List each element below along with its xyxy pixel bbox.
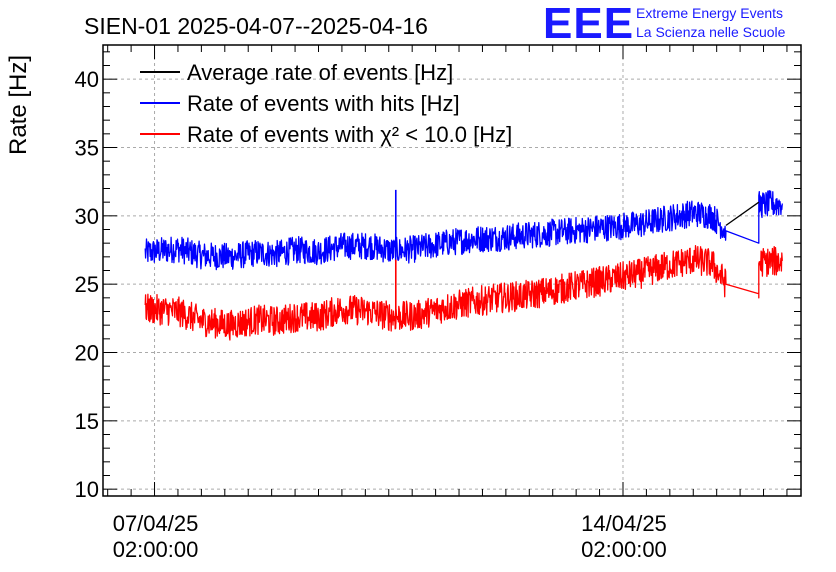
legend-label-0: Average rate of events [Hz] bbox=[187, 60, 453, 85]
y-tick-label: 15 bbox=[75, 409, 99, 434]
logo-line-2: La Scienza nelle Scuole bbox=[636, 24, 786, 40]
series-line-2 bbox=[144, 245, 783, 341]
y-tick-label: 40 bbox=[75, 67, 99, 92]
axes-layer: 1015202530354007/04/2502:00:0014/04/2502… bbox=[75, 44, 802, 562]
series-line-1 bbox=[144, 190, 783, 271]
y-tick-label: 30 bbox=[75, 204, 99, 229]
y-axis-label: Rate [Hz] bbox=[5, 55, 32, 155]
series-line-0 bbox=[725, 201, 760, 226]
eee-logo-text: Extreme Energy Events La Scienza nelle S… bbox=[636, 4, 785, 42]
x-tick-label-date: 07/04/25 bbox=[113, 511, 199, 536]
y-tick-label: 35 bbox=[75, 136, 99, 161]
y-tick-label: 25 bbox=[75, 272, 99, 297]
grid-layer bbox=[103, 45, 801, 496]
x-tick-label-time: 02:00:00 bbox=[113, 537, 199, 562]
eee-logo-mark: EEE bbox=[543, 0, 635, 48]
logo-line-1: Extreme Energy Events bbox=[636, 5, 784, 21]
y-tick-label: 20 bbox=[75, 341, 99, 366]
y-tick-label: 10 bbox=[75, 477, 99, 502]
legend: Average rate of events [Hz] Rate of event… bbox=[140, 60, 512, 147]
legend-label-1: Rate of events with hits [Hz] bbox=[187, 91, 460, 116]
x-tick-label-time: 02:00:00 bbox=[581, 537, 667, 562]
x-tick-label-date: 14/04/25 bbox=[581, 511, 667, 536]
series-layer bbox=[144, 189, 783, 341]
chart-title: SIEN-01 2025-04-07--2025-04-16 bbox=[84, 13, 428, 39]
legend-label-2: Rate of events with χ² < 10.0 [Hz] bbox=[187, 122, 512, 147]
